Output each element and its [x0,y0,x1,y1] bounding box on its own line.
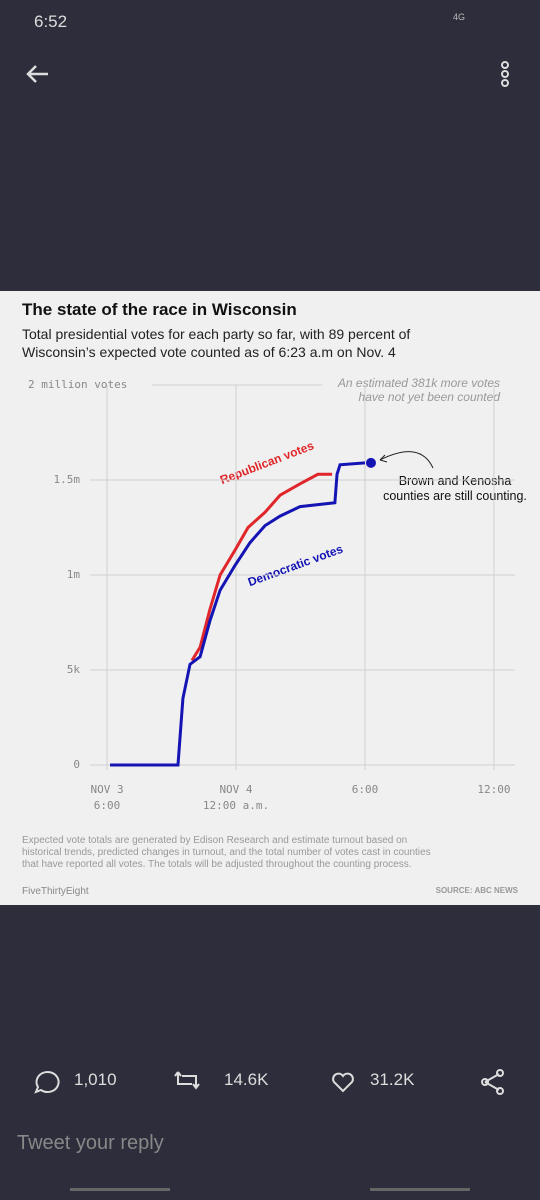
back-button[interactable] [26,65,48,83]
y-tick-label: 1.5m [53,473,81,486]
retweet-count[interactable]: 14.6K [224,1070,269,1089]
brand: FiveThirtyEight [22,886,89,897]
nav-hint [370,1188,470,1191]
end-dot [365,457,376,468]
like-icon[interactable] [332,1072,354,1093]
series-line [110,461,366,767]
reply-input[interactable]: Tweet your reply [17,1132,164,1154]
y-tick-label: 0 [73,758,80,771]
x-tick-label: NOV 3 6:00 [90,783,124,812]
y-tick-label: 1m [66,568,80,581]
reply-count[interactable]: 1,010 [74,1070,117,1089]
like-count[interactable]: 31.2K [370,1070,415,1089]
network: 4G [453,12,466,22]
chart-image [0,291,540,905]
status-time: 6:52 [34,12,68,31]
y-tick-label: 2 million votes [28,378,128,391]
y-tick-label: 5k [66,663,80,676]
x-tick-label: 6:00 [351,783,379,796]
nav-hint [70,1188,170,1191]
annotation: Brown and Kenosha counties are still cou… [383,474,527,503]
series-line [190,472,333,662]
footnote: Expected vote totals are generated by Ed… [22,835,431,870]
arrow-head [379,454,388,463]
chart-subtitle: Total presidential votes for each party … [22,326,411,360]
retweet-icon[interactable] [174,1071,200,1090]
more-button[interactable] [501,61,509,87]
reply-icon[interactable] [34,1070,60,1094]
x-tick-label: 12:00 [477,783,511,796]
source: SOURCE: ABC NEWS [435,886,518,895]
x-tick-label: NOV 4 12:00 a.m. [202,783,270,812]
chart-title: The state of the race in Wisconsin [22,300,297,319]
annotation-arrow [379,451,434,469]
